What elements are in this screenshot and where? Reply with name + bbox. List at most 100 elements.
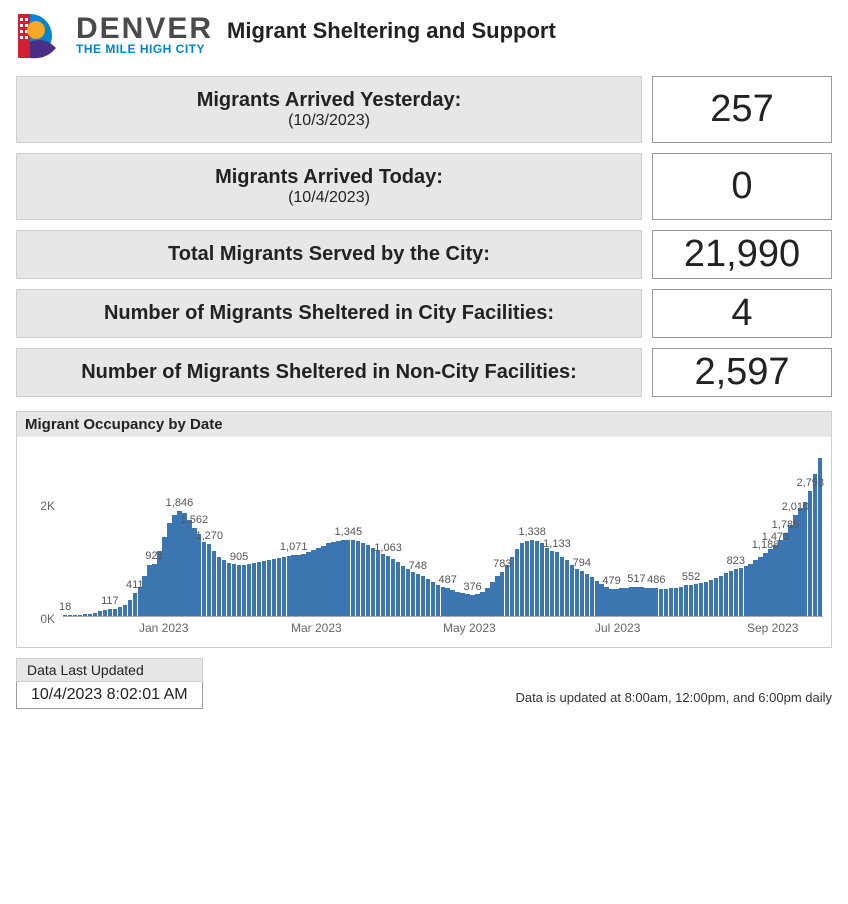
- header: DENVER Migrant Sheltering and Support TH…: [16, 12, 832, 60]
- brand-tagline: THE MILE HIGH CITY: [76, 42, 556, 56]
- y-tick-label: 0K: [40, 612, 55, 626]
- chart-bar: [128, 600, 132, 616]
- chart-bar: [222, 560, 226, 616]
- chart-annotation: 2,010: [782, 501, 810, 513]
- chart-bar: [311, 550, 315, 616]
- stat-row: Migrants Arrived Today:(10/4/2023)0: [16, 153, 832, 220]
- chart-bar: [202, 542, 206, 616]
- chart-bar: [694, 584, 698, 616]
- chart-bar: [649, 588, 653, 616]
- chart-annotation: 2,793: [797, 477, 825, 489]
- stat-label: Migrants Arrived Today:(10/4/2023): [16, 153, 642, 220]
- chart-bar: [301, 554, 305, 616]
- chart-annotation: 552: [682, 571, 700, 583]
- occupancy-chart: Migrant Occupancy by Date 0K2K 181174119…: [16, 411, 832, 648]
- chart-bar: [287, 556, 291, 616]
- chart-annotation: 411: [126, 579, 144, 591]
- chart-bar: [187, 520, 191, 616]
- chart-bar: [83, 614, 87, 616]
- chart-bar: [813, 474, 817, 616]
- stat-value: 4: [652, 289, 832, 338]
- chart-bar: [724, 573, 728, 616]
- chart-bar: [277, 558, 281, 616]
- chart-bar: [709, 580, 713, 616]
- chart-bar: [550, 551, 554, 616]
- chart-bar: [445, 588, 449, 616]
- chart-bar: [525, 541, 529, 616]
- stat-row: Total Migrants Served by the City:21,990: [16, 230, 832, 279]
- chart-bar: [257, 562, 261, 616]
- chart-bar: [530, 540, 534, 616]
- chart-bar: [441, 587, 445, 616]
- chart-bar: [644, 588, 648, 616]
- chart-bar: [138, 587, 142, 616]
- chart-bar: [684, 585, 688, 616]
- chart-bar: [118, 607, 122, 616]
- chart-bar: [490, 582, 494, 616]
- chart-annotation: 1,785: [772, 519, 800, 531]
- stat-label-sub: (10/4/2023): [288, 189, 370, 207]
- stat-label-text: Total Migrants Served by the City:: [168, 243, 490, 266]
- y-tick-label: 2K: [40, 499, 55, 513]
- footer: Data Last Updated 10/4/2023 8:02:01 AM D…: [16, 658, 832, 709]
- chart-bar: [475, 594, 479, 616]
- chart-bar: [331, 542, 335, 616]
- chart-bar: [634, 587, 638, 616]
- chart-bar: [232, 564, 236, 616]
- stat-value: 2,597: [652, 348, 832, 397]
- chart-bar: [431, 582, 435, 616]
- chart-bar: [252, 563, 256, 616]
- chart-annotation: 487: [438, 574, 456, 586]
- chart-bar: [366, 545, 370, 616]
- chart-bar: [376, 551, 380, 616]
- chart-bar: [470, 595, 474, 616]
- chart-bar: [386, 556, 390, 616]
- stat-label: Number of Migrants Sheltered in City Fac…: [16, 289, 642, 338]
- chart-bar: [748, 564, 752, 616]
- chart-annotation: 376: [463, 581, 481, 593]
- chart-bar: [753, 560, 757, 616]
- chart-bar: [88, 614, 92, 616]
- chart-annotation: 517: [627, 573, 645, 585]
- chart-bar: [719, 576, 723, 616]
- chart-bar: [773, 545, 777, 616]
- chart-annotation: 921: [145, 550, 163, 562]
- denver-logo: [16, 12, 64, 60]
- stat-row: Number of Migrants Sheltered in Non-City…: [16, 348, 832, 397]
- chart-annotation: 823: [727, 555, 745, 567]
- chart-bar: [416, 574, 420, 616]
- stat-row: Number of Migrants Sheltered in City Fac…: [16, 289, 832, 338]
- chart-bar: [78, 615, 82, 616]
- chart-annotation: 794: [573, 557, 591, 569]
- chart-bar: [520, 543, 524, 616]
- chart-annotation: 1,846: [166, 497, 194, 509]
- chart-bar: [406, 569, 410, 616]
- chart-bar: [629, 587, 633, 616]
- chart-bar: [674, 588, 678, 616]
- chart-bar: [242, 565, 246, 616]
- chart-bar: [480, 592, 484, 616]
- chart-bar: [614, 589, 618, 616]
- chart-bar: [147, 565, 151, 616]
- chart-bar: [565, 560, 569, 616]
- chart-bar: [391, 559, 395, 616]
- chart-bar: [604, 587, 608, 616]
- chart-bar: [68, 615, 72, 616]
- chart-bar: [133, 593, 137, 616]
- chart-bar: [763, 553, 767, 616]
- chart-bar: [500, 572, 504, 616]
- chart-bar: [336, 541, 340, 616]
- chart-bar: [247, 564, 251, 616]
- chart-bar: [371, 548, 375, 616]
- chart-bar: [560, 557, 564, 617]
- chart-bar: [262, 561, 266, 616]
- chart-bar: [177, 511, 181, 616]
- chart-bar: [421, 576, 425, 616]
- chart-bar: [455, 592, 459, 616]
- chart-bar: [63, 615, 67, 616]
- chart-bar: [778, 540, 782, 617]
- chart-bar: [704, 582, 708, 616]
- chart-bar: [575, 569, 579, 616]
- chart-bar: [744, 566, 748, 616]
- chart-bar: [619, 588, 623, 616]
